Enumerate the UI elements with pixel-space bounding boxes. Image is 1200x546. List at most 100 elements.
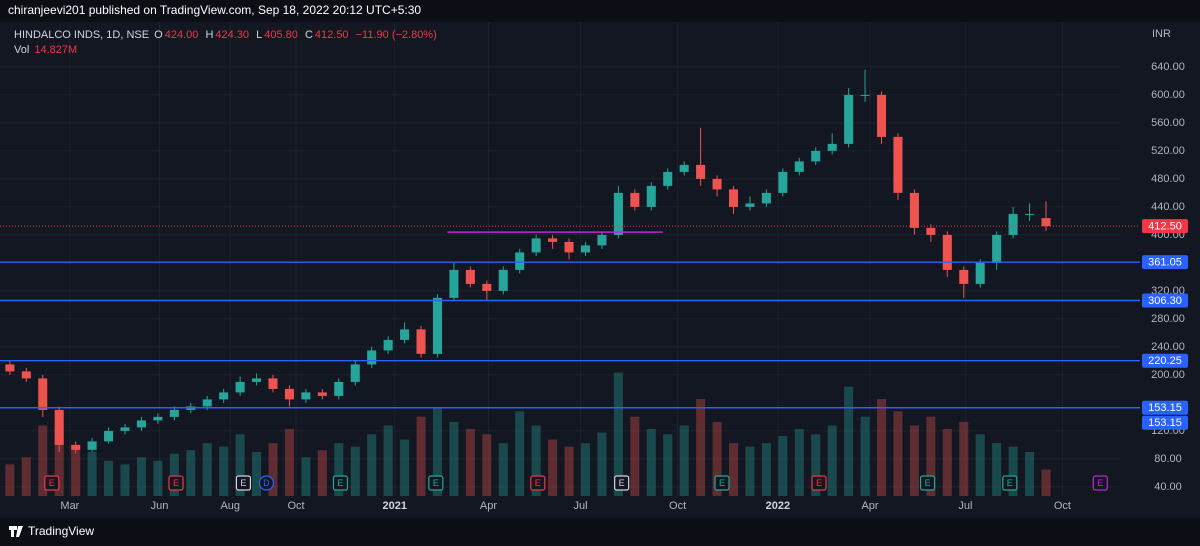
ohlc-key: H xyxy=(205,29,214,41)
candle-body xyxy=(136,420,146,428)
volume-bar xyxy=(1041,469,1051,496)
ohlc: O 424.00 xyxy=(154,29,200,41)
event-marker xyxy=(811,475,827,491)
x-tick-label: Jul xyxy=(958,500,972,512)
candle-body xyxy=(498,269,508,291)
volume-bar xyxy=(811,434,821,496)
volume-bar xyxy=(992,443,1002,496)
volume-bar xyxy=(5,464,15,496)
y-tick-label: 560.00 xyxy=(1151,117,1185,129)
volume-bar xyxy=(860,416,870,496)
y-tick-label: 40.00 xyxy=(1154,481,1182,493)
candle-body xyxy=(268,378,278,389)
volume-bar xyxy=(268,443,278,496)
volume-bar xyxy=(334,443,344,496)
candle-body xyxy=(975,262,985,284)
event-label: E xyxy=(240,478,246,488)
event-label: E xyxy=(719,478,725,488)
ohlc: H 424.30 xyxy=(205,29,251,41)
volume-bar xyxy=(219,446,229,496)
candle-body xyxy=(104,430,114,442)
event-marker xyxy=(919,475,936,491)
candle-body xyxy=(893,136,903,193)
ohlc-key: C xyxy=(304,29,313,41)
volume-bar xyxy=(153,460,163,496)
event-marker xyxy=(235,475,252,491)
candle-body xyxy=(679,164,689,172)
candle-body xyxy=(728,189,739,207)
volume-bar xyxy=(548,439,558,496)
candle-body xyxy=(301,392,311,400)
candle-body xyxy=(992,234,1002,263)
event-label: E xyxy=(1007,478,1013,488)
volume-bar xyxy=(844,386,854,496)
volume-bar xyxy=(449,421,459,496)
candle-body xyxy=(1041,218,1051,227)
ohlc: C 412.50 xyxy=(305,29,351,41)
y-tick-label: 640.00 xyxy=(1151,61,1185,73)
candle-body xyxy=(794,161,804,172)
ohlc-key: L xyxy=(256,29,263,41)
candle-body xyxy=(21,371,31,379)
candle-body xyxy=(926,227,936,235)
y-tick-label: 280.00 xyxy=(1151,313,1185,325)
ohlc-value: 424.00 xyxy=(164,29,199,41)
volume-bar xyxy=(959,421,969,496)
top-bar xyxy=(0,0,1200,22)
level-badge xyxy=(1142,415,1188,430)
candle-body xyxy=(860,94,870,96)
candle-body xyxy=(811,150,821,162)
volume-bar xyxy=(712,421,722,496)
volume-bar xyxy=(679,425,689,496)
volume-bar xyxy=(432,407,442,496)
candle-body xyxy=(696,164,706,179)
vol-label: Vol xyxy=(14,44,30,56)
grid xyxy=(0,22,1120,496)
candle-body xyxy=(630,192,640,207)
candle-body xyxy=(613,192,623,235)
event-marker xyxy=(168,475,184,491)
volume-bar xyxy=(728,443,739,496)
level-label: 153.15 xyxy=(1148,417,1182,429)
candle-body xyxy=(580,245,591,253)
level-badge xyxy=(1142,293,1188,308)
x-tick-label: 2022 xyxy=(766,500,790,512)
level-badge xyxy=(1142,353,1188,368)
volume-bar xyxy=(498,443,508,496)
candle-body xyxy=(827,143,837,151)
x-tick-label: Oct xyxy=(1054,500,1071,512)
candle-body xyxy=(367,350,377,365)
volume-bar xyxy=(383,425,393,496)
x-tick-label: Apr xyxy=(480,500,497,512)
event-marker xyxy=(1092,475,1108,491)
volume-bar xyxy=(54,434,64,496)
candle-body xyxy=(383,339,393,351)
level-label: 220.25 xyxy=(1148,355,1182,367)
candle-body xyxy=(153,416,163,421)
candle-body xyxy=(761,192,771,204)
volume-bar xyxy=(564,446,574,496)
y-tick-label: 600.00 xyxy=(1151,89,1185,101)
candle-body xyxy=(432,297,442,354)
candle-body xyxy=(284,388,294,400)
y-tick-label: 240.00 xyxy=(1151,341,1185,353)
candle-body xyxy=(745,203,755,207)
volume-bar xyxy=(87,451,97,496)
candle-body xyxy=(38,378,48,410)
x-tick-label: Jul xyxy=(574,500,588,512)
volume-bar xyxy=(827,425,837,496)
candle-body xyxy=(663,171,673,186)
currency: INR xyxy=(1152,28,1171,40)
candle-body xyxy=(909,192,919,228)
event-label: D xyxy=(263,478,270,488)
x-tick-label: Apr xyxy=(861,500,878,512)
level-badge xyxy=(1142,400,1188,415)
volume-bar xyxy=(745,446,755,496)
volume-bar xyxy=(646,429,656,496)
candle-body xyxy=(5,364,15,372)
candle-body xyxy=(844,94,854,144)
volume-bar xyxy=(301,457,311,496)
level-badge xyxy=(1142,255,1188,270)
y-tick-label: 200.00 xyxy=(1151,369,1185,381)
volume-bar xyxy=(186,450,196,496)
